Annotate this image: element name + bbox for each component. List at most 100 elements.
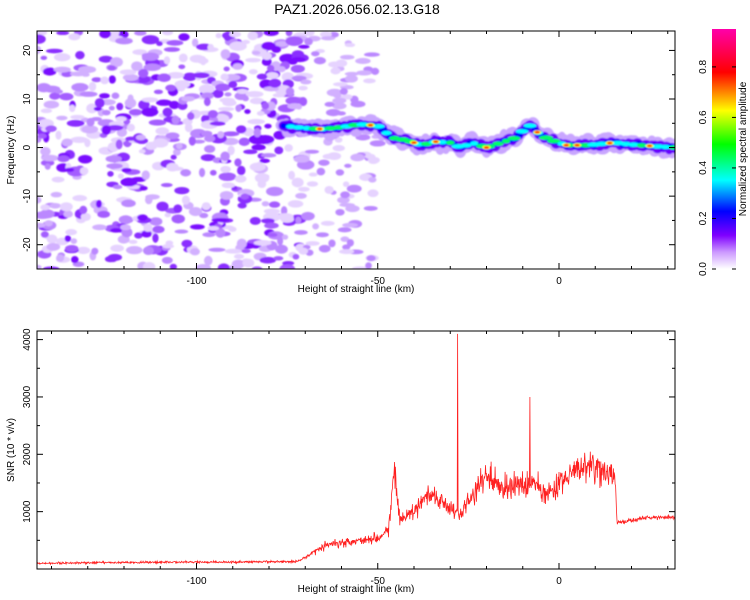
noise-blob — [306, 181, 319, 187]
noise-blob — [221, 182, 236, 189]
x-tick-label: 0 — [556, 576, 562, 587]
noise-blob — [258, 174, 267, 179]
noise-blob — [106, 163, 123, 169]
noise-blob — [201, 202, 211, 211]
noise-blob — [220, 73, 229, 81]
noise-blob — [174, 229, 189, 234]
noise-blob — [288, 170, 296, 180]
noise-blob — [39, 209, 55, 219]
noise-blob — [200, 56, 207, 66]
noise-blob — [40, 55, 48, 61]
noise-blob — [55, 89, 63, 94]
y-tick-label: 2000 — [22, 443, 33, 466]
noise-blob — [79, 205, 88, 215]
noise-blob — [171, 214, 185, 224]
noise-blob — [261, 201, 270, 207]
noise-blob — [44, 163, 51, 170]
noise-blob — [259, 158, 271, 164]
noise-blob — [94, 98, 105, 108]
noise-blob — [345, 205, 360, 213]
noise-blob — [261, 218, 275, 224]
noise-blob — [131, 61, 143, 72]
noise-blob — [187, 112, 195, 121]
snr-y-label: SNR (10 * v/v) — [6, 418, 17, 482]
colorbar-tick-label: 0.4 — [698, 161, 709, 175]
noise-blob — [371, 67, 380, 75]
noise-blob — [227, 145, 235, 156]
noise-blob — [242, 96, 249, 102]
noise-blob — [251, 144, 266, 151]
noise-blob — [363, 205, 378, 211]
noise-blob — [240, 193, 250, 200]
noise-blob — [81, 125, 99, 134]
noise-blob — [294, 230, 308, 235]
noise-blob — [311, 51, 320, 57]
noise-blob — [72, 195, 88, 202]
noise-blob — [86, 117, 95, 127]
noise-blob — [223, 66, 230, 72]
ridge-highlight — [507, 136, 521, 141]
spectrogram-y-ticks: 20 10 0 -10 -20 — [22, 44, 675, 270]
noise-blob — [57, 155, 70, 163]
noise-blob — [174, 186, 190, 195]
noise-blob — [37, 45, 42, 55]
noise-blob — [152, 225, 165, 234]
noise-blob — [125, 136, 137, 141]
noise-blob — [263, 31, 279, 36]
noise-blob — [268, 78, 282, 88]
noise-blob — [207, 43, 214, 52]
noise-blob — [37, 196, 42, 204]
noise-blob — [119, 224, 131, 231]
noise-blob — [64, 167, 75, 172]
noise-blob — [275, 41, 289, 47]
noise-blob — [318, 159, 330, 166]
noise-blob — [163, 56, 171, 65]
ridge-peak-red — [574, 143, 580, 147]
noise-blob — [161, 256, 173, 264]
noise-blob — [335, 59, 348, 67]
y-tick-label: 4000 — [22, 328, 33, 351]
noise-blob — [167, 71, 185, 79]
y-tick-label: -20 — [22, 237, 33, 252]
noise-blob — [63, 210, 73, 218]
x-tick-label: -50 — [371, 576, 386, 587]
noise-blob — [162, 31, 174, 36]
noise-blob — [324, 185, 334, 194]
noise-blob — [64, 235, 72, 243]
spectrogram-y-label: Frequency (Hz) — [6, 116, 17, 185]
noise-blob — [50, 191, 63, 198]
noise-blob — [287, 200, 304, 208]
noise-blob — [318, 244, 331, 253]
snr-series-line — [37, 333, 675, 566]
noise-blob — [102, 109, 111, 116]
noise-blob — [231, 259, 245, 269]
noise-blob — [97, 210, 111, 218]
noise-blob — [188, 136, 196, 146]
noise-blob — [285, 31, 293, 37]
noise-blob — [156, 201, 169, 212]
noise-blob — [152, 233, 159, 243]
noise-blob — [220, 151, 230, 162]
noise-blob — [301, 211, 315, 221]
noise-blob — [37, 222, 46, 228]
noise-blob — [280, 215, 295, 223]
noise-blob — [340, 236, 350, 242]
noise-blob — [248, 69, 258, 75]
ridge-highlight — [547, 138, 561, 144]
noise-blob — [320, 220, 335, 226]
noise-blob — [55, 130, 62, 140]
noise-blob — [143, 223, 153, 232]
noise-blob — [201, 130, 213, 137]
noise-blob — [165, 84, 177, 92]
noise-blob — [128, 239, 138, 245]
noise-blob — [53, 66, 71, 73]
noise-blob — [298, 186, 310, 192]
noise-blob — [320, 36, 336, 41]
noise-blob — [40, 108, 53, 114]
noise-blob — [300, 79, 312, 85]
noise-blob — [178, 64, 186, 70]
noise-blob — [211, 218, 230, 223]
noise-blob — [126, 123, 135, 132]
noise-blob — [290, 57, 306, 62]
